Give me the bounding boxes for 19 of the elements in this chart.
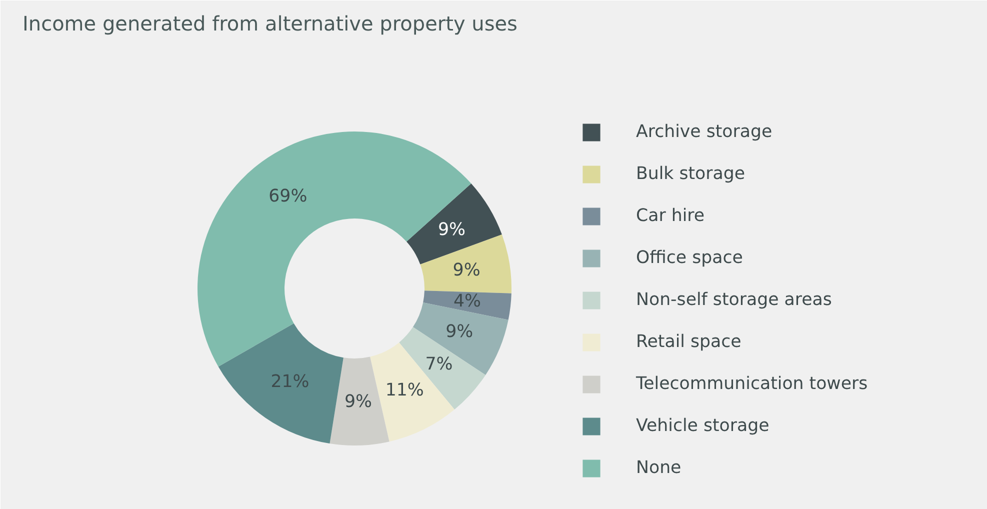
legend-label: Car hire <box>636 206 705 226</box>
data-label: 11% <box>385 380 424 400</box>
data-label: 9% <box>446 322 474 342</box>
legend-label: Retail space <box>636 332 742 352</box>
data-label: 9% <box>438 220 466 240</box>
legend-label: Archive storage <box>636 122 772 142</box>
data-label: 69% <box>268 186 308 207</box>
data-label: 21% <box>270 372 310 392</box>
data-label: 9% <box>344 392 372 412</box>
legend-label: None <box>636 458 682 478</box>
data-label: 9% <box>452 260 480 280</box>
chart-title: Income generated from alternative property uses <box>22 12 518 36</box>
legend-label: Bulk storage <box>636 164 746 184</box>
legend-label: Vehicle storage <box>636 416 770 436</box>
legend-label: Non-self storage areas <box>636 290 832 310</box>
data-label: 7% <box>425 354 453 374</box>
legend-label: Office space <box>636 248 743 268</box>
legend-label: Telecommunication towers <box>636 374 868 394</box>
data-label: 4% <box>453 292 481 312</box>
